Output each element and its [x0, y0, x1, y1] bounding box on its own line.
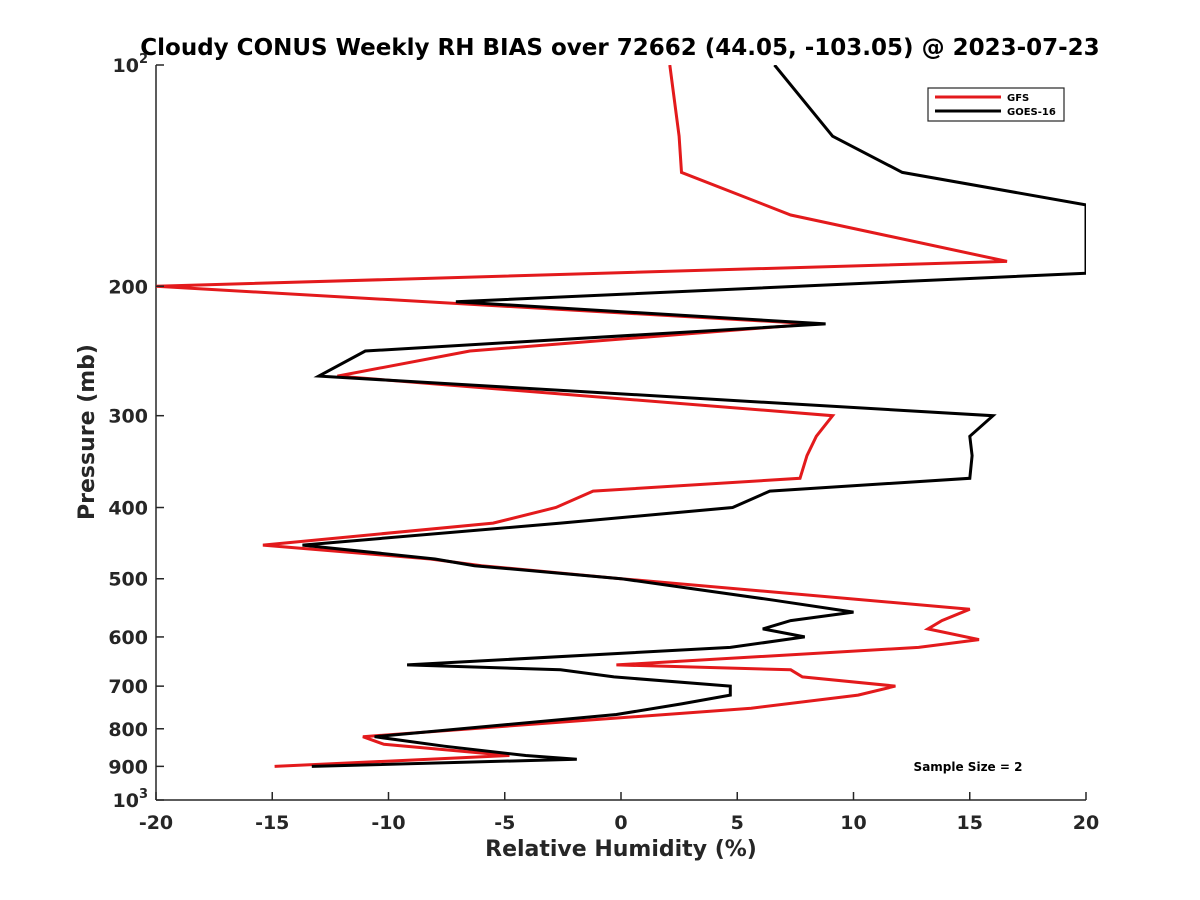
x-axis-ticks: -20 -15 -10 -5 0 5 10 15 20	[139, 792, 1099, 834]
y-tick-label: 200	[108, 276, 148, 298]
chart-title: Cloudy CONUS Weekly RH BIAS over 72662 (…	[140, 35, 1099, 61]
y-tick-label: 900	[108, 756, 148, 778]
legend: GFS GOES-16	[927, 87, 1065, 122]
y-axis-label: Pressure (mb)	[75, 344, 100, 520]
x-tick-label: -10	[371, 812, 405, 834]
y-tick-label: 103	[113, 787, 149, 812]
x-axis-label: Relative Humidity (%)	[485, 837, 757, 862]
plot-area	[155, 65, 1086, 801]
legend-label-goes-16: GOES-16	[1007, 107, 1056, 118]
series-line-gfs	[156, 65, 1008, 768]
y-tick-label: 700	[108, 676, 148, 698]
x-tick-label: 10	[840, 812, 866, 834]
x-tick-label: 15	[957, 812, 983, 834]
y-tick-label: 400	[108, 498, 148, 520]
legend-label-gfs: GFS	[1007, 93, 1029, 104]
y-tick-label: 300	[108, 406, 148, 428]
x-tick-label: 20	[1073, 812, 1099, 834]
series-group	[156, 65, 1086, 768]
x-tick-label: -5	[494, 812, 515, 834]
y-tick-label: 102	[113, 52, 149, 77]
y-tick-label: 500	[108, 569, 148, 591]
y-axis-ticks: 102 200 300 400 500 600 700 800 900 103	[108, 52, 164, 812]
x-tick-label: -20	[139, 812, 173, 834]
series-line-goes-16	[302, 65, 1086, 768]
x-tick-label: -15	[255, 812, 289, 834]
sample-size-annotation: Sample Size = 2	[914, 760, 1023, 774]
legend-box	[927, 87, 1065, 122]
x-tick-label: 0	[614, 812, 627, 834]
x-tick-label: 5	[731, 812, 744, 834]
y-tick-label: 800	[108, 719, 148, 741]
y-tick-label: 600	[108, 627, 148, 649]
